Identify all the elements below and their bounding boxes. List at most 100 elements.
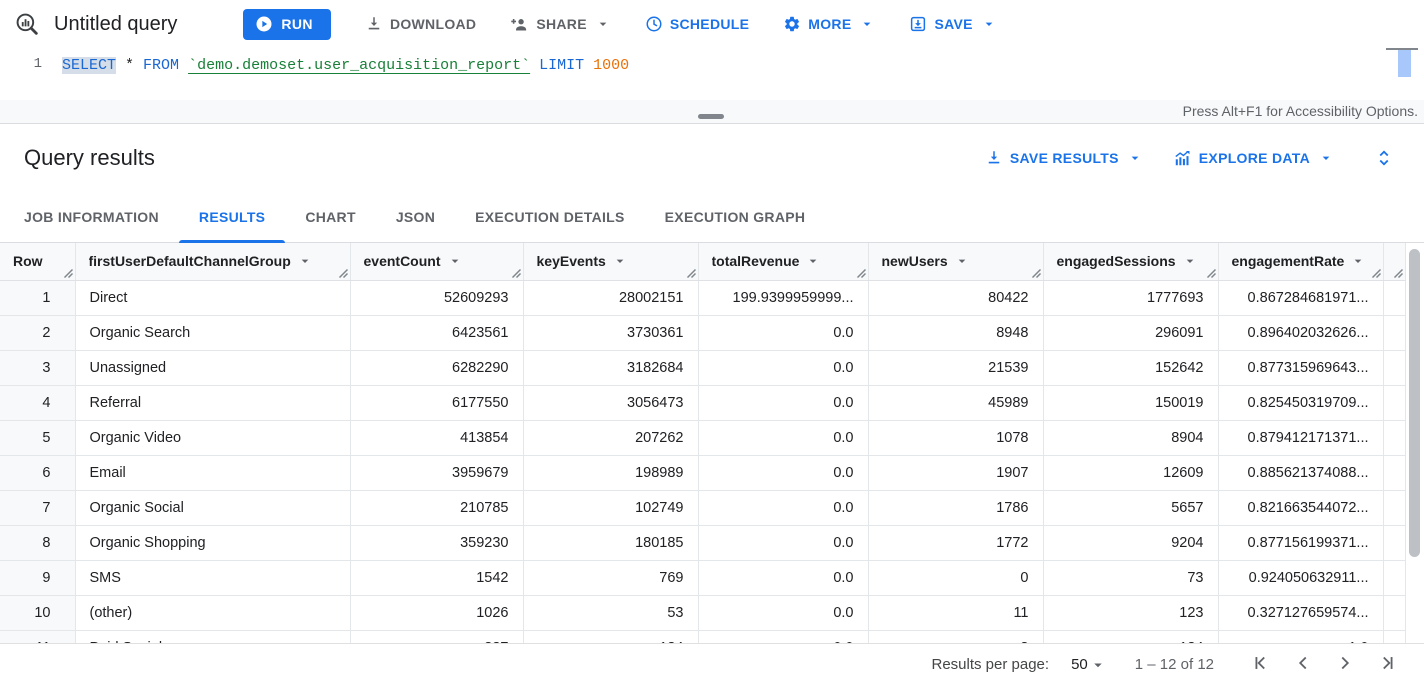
data-cell: 0.0: [698, 385, 869, 421]
data-cell: 0.821663544072...: [1218, 490, 1384, 526]
tab-chart[interactable]: CHART: [285, 192, 376, 242]
data-cell: 6177550: [350, 385, 524, 421]
column-header-engagedSessions[interactable]: engagedSessions: [1043, 243, 1219, 281]
column-header-firstUserDefaultChannelGroup[interactable]: firstUserDefaultChannelGroup: [75, 243, 351, 281]
data-cell: 3730361: [523, 315, 699, 351]
column-label: newUsers: [881, 253, 948, 270]
chevron-down-icon: [1089, 656, 1107, 674]
row-number-cell: 4: [0, 385, 76, 421]
column-menu-icon[interactable]: [1182, 253, 1198, 269]
sql-token: FROM: [143, 57, 180, 74]
data-cell: 1907: [868, 455, 1044, 491]
data-cell: 0.924050632911...: [1218, 560, 1384, 596]
first-page-button[interactable]: [1240, 645, 1282, 685]
column-menu-icon[interactable]: [612, 253, 628, 269]
first-page-icon: [1250, 652, 1272, 677]
data-cell: 8904: [1043, 420, 1219, 456]
gear-icon: [785, 16, 800, 32]
tab-json[interactable]: JSON: [376, 192, 455, 242]
sql-editor[interactable]: 1 SELECT * FROM `demo.demoset.user_acqui…: [0, 48, 1424, 100]
tab-execution-details[interactable]: EXECUTION DETAILS: [455, 192, 645, 242]
data-cell: 80422: [868, 280, 1044, 316]
column-resize-grip[interactable]: [686, 268, 697, 279]
last-page-button[interactable]: [1366, 645, 1408, 685]
share-button[interactable]: SHARE: [510, 15, 611, 34]
row-number-cell: 3: [0, 350, 76, 386]
column-resize-grip[interactable]: [1393, 268, 1404, 279]
clock-icon: [646, 16, 662, 32]
filler-cell: [1383, 490, 1406, 526]
column-menu-icon[interactable]: [297, 253, 313, 269]
column-header-keyEvents[interactable]: keyEvents: [523, 243, 699, 281]
more-button[interactable]: MORE: [783, 15, 875, 33]
tab-execution-graph[interactable]: EXECUTION GRAPH: [645, 192, 826, 242]
data-cell: 0.885621374088...: [1218, 455, 1384, 491]
filler-cell: [1383, 560, 1406, 596]
query-toolbar: Untitled query RUN DOWNLOAD SHARE SCHEDU…: [0, 0, 1424, 48]
table-vertical-scrollbar[interactable]: [1409, 249, 1420, 557]
data-cell: 0.327127659574...: [1218, 595, 1384, 631]
tab-job-information[interactable]: JOB INFORMATION: [4, 192, 179, 242]
next-page-button[interactable]: [1324, 645, 1366, 685]
column-header-engagementRate[interactable]: engagementRate: [1218, 243, 1384, 281]
sql-token: LIMIT: [539, 57, 585, 74]
column-menu-icon[interactable]: [1350, 253, 1366, 269]
chevron-down-icon: [599, 22, 607, 26]
data-cell: 134: [1043, 630, 1219, 643]
row-number-cell: 5: [0, 420, 76, 456]
tab-results[interactable]: RESULTS: [178, 192, 286, 243]
play-circle-icon: [256, 16, 272, 32]
data-cell: 207262: [523, 420, 699, 456]
column-resize-grip[interactable]: [338, 268, 349, 279]
explore-data-button[interactable]: EXPLORE DATA: [1173, 149, 1334, 168]
column-resize-grip[interactable]: [1031, 268, 1042, 279]
data-cell: 1786: [868, 490, 1044, 526]
schedule-button[interactable]: SCHEDULE: [645, 15, 749, 33]
page-range-label: 1 – 12 of 12: [1134, 656, 1214, 673]
data-cell: 769: [523, 560, 699, 596]
column-menu-icon[interactable]: [447, 253, 463, 269]
table-row: 8 Organic Shopping 359230 180185 0.0 1772 9204…: [0, 525, 1406, 561]
column-header-totalRevenue[interactable]: totalRevenue: [698, 243, 869, 281]
data-cell: 1777693: [1043, 280, 1219, 316]
column-resize-grip[interactable]: [511, 268, 522, 279]
run-button[interactable]: RUN: [243, 8, 331, 40]
chevron-down-icon: [1131, 156, 1139, 160]
data-cell: 1078: [868, 420, 1044, 456]
data-cell: 134: [523, 630, 699, 643]
data-cell: 0.0: [698, 630, 869, 643]
chevron-down-icon: [1322, 156, 1330, 160]
sql-token: [530, 57, 539, 74]
column-resize-grip[interactable]: [63, 268, 74, 279]
previous-page-button[interactable]: [1282, 645, 1324, 685]
table-row: 6 Email 3959679 198989 0.0 1907 12609 0.8856213…: [0, 455, 1406, 491]
save-button[interactable]: SAVE: [909, 15, 996, 33]
unfold-more-icon: [1379, 150, 1389, 166]
column-header-eventCount[interactable]: eventCount: [350, 243, 524, 281]
sql-code-line[interactable]: SELECT * FROM `demo.demoset.user_acquisi…: [62, 48, 1424, 100]
row-number-cell: 8: [0, 525, 76, 561]
save-results-button[interactable]: SAVE RESULTS: [985, 149, 1143, 167]
data-cell: Unassigned: [75, 350, 351, 386]
column-resize-grip[interactable]: [1206, 268, 1217, 279]
download-button[interactable]: DOWNLOAD: [365, 15, 476, 33]
column-resize-grip[interactable]: [1371, 268, 1382, 279]
data-cell: 21539: [868, 350, 1044, 386]
sql-token: *: [116, 57, 144, 74]
results-table: Row firstUserDefaultChannelGroup eventCoun…: [0, 243, 1406, 643]
column-menu-icon[interactable]: [954, 253, 970, 269]
column-menu-icon[interactable]: [805, 253, 821, 269]
column-resize-grip[interactable]: [856, 268, 867, 279]
expand-results-button[interactable]: [1370, 144, 1398, 172]
column-header-newUsers[interactable]: newUsers: [868, 243, 1044, 281]
last-page-icon: [1376, 652, 1398, 677]
data-cell: 199.9399959999...: [698, 280, 869, 316]
page-size-select[interactable]: 50: [1071, 656, 1107, 674]
data-cell: 0.0: [698, 595, 869, 631]
panel-resize-handle[interactable]: [698, 114, 724, 119]
data-cell: 0.0: [698, 420, 869, 456]
results-title: Query results: [24, 145, 155, 170]
editor-scrollbar[interactable]: [1398, 50, 1411, 77]
row-number-cell: 6: [0, 455, 76, 491]
data-cell: 0.0: [698, 350, 869, 386]
